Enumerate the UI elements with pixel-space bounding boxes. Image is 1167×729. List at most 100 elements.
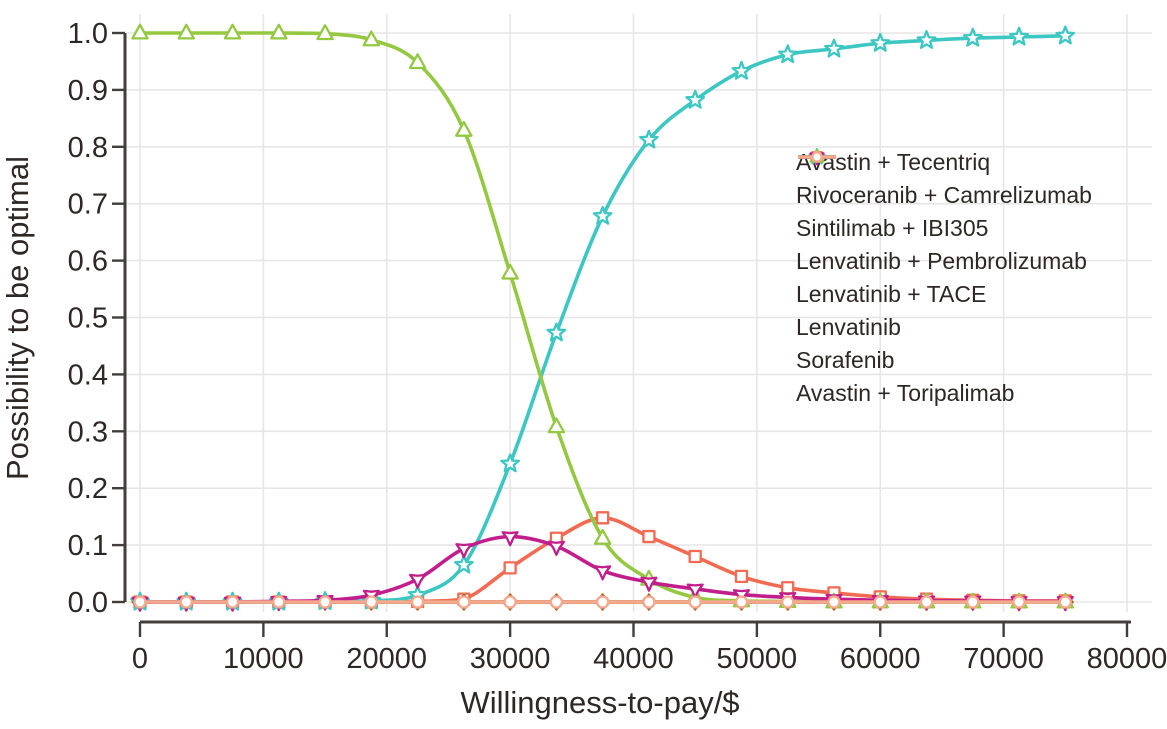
x-tick-label: 10000: [223, 643, 304, 675]
triangle-marker: [177, 23, 196, 40]
legend-item: Rivoceranib + Camrelizumab: [796, 151, 1092, 212]
x-tick-label: 50000: [717, 643, 798, 675]
x-tick-label: 30000: [470, 643, 551, 675]
square-marker: [688, 549, 702, 564]
circle-marker: [179, 595, 193, 609]
legend-item: Avastin + Toripalimab: [796, 151, 1092, 410]
square-marker: [642, 529, 656, 544]
x-tick-label: 40000: [593, 643, 674, 675]
star5-marker: [453, 554, 474, 574]
circle-marker: [457, 595, 471, 609]
triangle-marker: [223, 23, 242, 40]
circle-marker: [781, 595, 795, 609]
legend-item: Lenvatinib + TACE: [796, 148, 1092, 311]
x-tick-label: 0: [132, 643, 148, 675]
legend-item: Sorafenib: [796, 152, 1092, 377]
triangle-marker: [316, 24, 334, 41]
star5-marker: [731, 60, 752, 80]
circle-marker: [827, 595, 841, 609]
triangle-marker: [501, 263, 519, 280]
triangle-marker: [362, 30, 381, 47]
triangle-marker: [455, 120, 473, 137]
circle-marker: [364, 595, 378, 609]
triangle-marker: [547, 417, 566, 434]
circle-marker: [966, 595, 980, 609]
grid-lines: [126, 14, 1152, 612]
y-tick-label: 0.0: [68, 587, 108, 619]
circle-marker: [873, 595, 887, 609]
star5-marker: [546, 322, 567, 342]
legend-label: Sintilimab + IBI305: [796, 215, 989, 241]
y-tick-label: 0.5: [68, 303, 108, 335]
x-tick-label: 70000: [963, 643, 1044, 675]
star3-marker: [686, 583, 704, 599]
triangle-marker: [270, 23, 288, 40]
circle-marker: [549, 595, 564, 609]
axes: 0.0 0.1 0.2 0.3 0.4 0.5 0.6 0.7 0.8 0.9 1.0 0 10000 2…: [68, 18, 1167, 675]
triangle-marker: [408, 53, 427, 70]
y-tick-label: 0.2: [68, 473, 108, 505]
y-tick-label: 0.8: [68, 132, 108, 164]
circle-marker: [318, 595, 332, 609]
star5-marker: [685, 89, 706, 109]
y-tick-label: 0.3: [68, 416, 108, 448]
y-tick-label: 0.1: [68, 530, 108, 562]
circle-marker: [596, 595, 610, 609]
star3-marker: [594, 565, 612, 581]
x-tick-label: 20000: [346, 643, 427, 675]
triangle-marker: [131, 23, 149, 40]
star5-marker: [592, 205, 613, 225]
star3-marker: [409, 573, 427, 589]
circle-marker: [1058, 595, 1072, 609]
legend-label: Rivoceranib + Camrelizumab: [796, 182, 1092, 208]
star5-marker: [1009, 26, 1029, 46]
star5-marker: [870, 32, 891, 52]
square-marker: [503, 561, 517, 575]
square-marker: [781, 581, 795, 595]
star5-marker: [1055, 25, 1076, 45]
legend-label: Lenvatinib + TACE: [796, 281, 987, 307]
series-avastin-toripalimab: [133, 595, 1072, 609]
square-marker: [734, 569, 749, 584]
circle-marker: [734, 595, 749, 609]
y-tick-label: 0.7: [68, 189, 108, 221]
circle-marker: [811, 151, 823, 163]
triangle-marker: [593, 528, 612, 545]
legend-item: Lenvatinib: [796, 148, 1092, 344]
circle-marker: [133, 595, 147, 609]
data-series: [130, 23, 1076, 612]
star5-marker: [639, 129, 659, 149]
legend-label: Sorafenib: [796, 347, 895, 373]
star5-marker: [962, 27, 983, 47]
x-axis-title: Willingness-to-pay/$: [460, 685, 739, 720]
legend-label: Avastin + Tecentriq: [796, 149, 991, 175]
star5-marker: [500, 453, 521, 473]
legend-label: Lenvatinib: [796, 314, 901, 340]
circle-marker: [642, 595, 656, 609]
legend-item: Lenvatinib + Pembrolizumab: [796, 149, 1092, 278]
circle-marker: [503, 595, 517, 609]
circle-marker: [688, 595, 702, 609]
y-tick-label: 0.9: [68, 75, 108, 107]
star3-marker: [640, 576, 658, 592]
circle-marker: [410, 595, 425, 609]
star3-marker: [455, 543, 473, 559]
square-marker: [596, 511, 610, 525]
y-tick-label: 0.4: [68, 359, 108, 391]
y-axis-title: Possibility to be optimal: [0, 156, 35, 480]
circle-marker: [1012, 595, 1026, 609]
legend-label: Avastin + Toripalimab: [796, 380, 1015, 406]
legend-item: Sintilimab + IBI305: [796, 149, 1092, 245]
legend-item: Avastin + Tecentriq: [796, 146, 1092, 179]
star5-marker: [824, 38, 844, 58]
legend: Avastin + Tecentriq Rivoceranib + Camreli…: [796, 146, 1092, 410]
star5-marker: [777, 44, 798, 64]
x-tick-label: 80000: [1087, 643, 1167, 675]
y-tick-label: 0.6: [68, 246, 108, 278]
star5-marker: [916, 30, 937, 49]
circle-legend-icon: [798, 151, 836, 163]
legend-label: Lenvatinib + Pembrolizumab: [796, 248, 1087, 274]
circle-marker: [225, 595, 240, 609]
